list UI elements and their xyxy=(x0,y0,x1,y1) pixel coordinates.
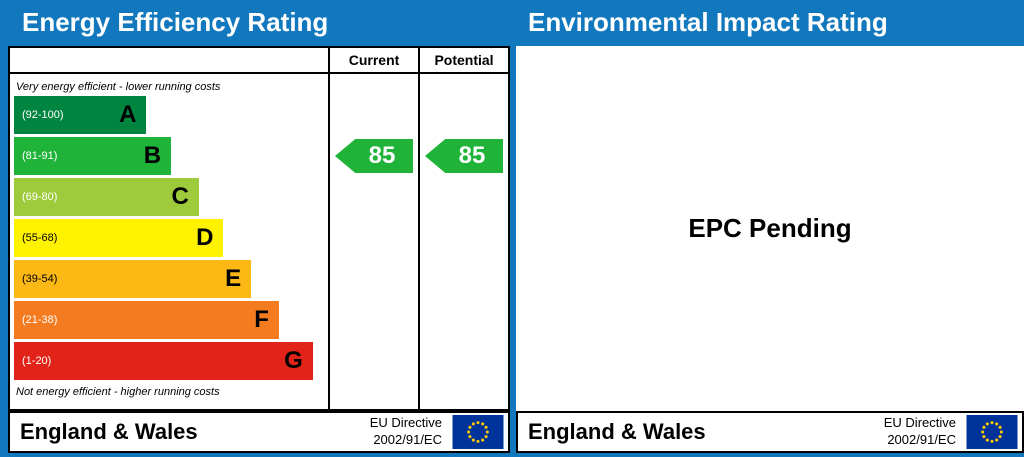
right-footer: England & Wales EU Directive 2002/91/EC xyxy=(516,411,1024,453)
band-letter-e: E xyxy=(225,265,242,292)
eu-flag-icon xyxy=(452,415,504,449)
potential-column: Potential 85 xyxy=(418,48,508,409)
potential-rating-arrow: 85 xyxy=(425,139,503,173)
band-range-d: (55-68) xyxy=(22,232,58,244)
current-column-header: Current xyxy=(330,48,418,74)
band-range-c: (69-80) xyxy=(22,191,58,203)
left-region-label: England & Wales xyxy=(20,419,198,444)
band-row-d: (55-68) D xyxy=(14,219,224,257)
band-letter-f: F xyxy=(254,306,269,333)
current-column: Current 85 xyxy=(328,48,418,409)
bands-column: Very energy efficient - lower running co… xyxy=(10,48,328,409)
bands-column-header xyxy=(10,48,328,74)
band-range-b: (81-91) xyxy=(22,150,58,162)
band-row-g: (1-20) G xyxy=(14,342,313,380)
band-letter-d: D xyxy=(196,224,214,251)
eu-flag-icon xyxy=(966,415,1018,449)
energy-efficiency-chart: Very energy efficient - lower running co… xyxy=(8,46,510,411)
bands-area: Very energy efficient - lower running co… xyxy=(10,74,328,409)
band-row-f: (21-38) F xyxy=(14,301,279,339)
band-row-c: (69-80) C xyxy=(14,178,199,216)
band-letter-c: C xyxy=(171,183,189,210)
top-note: Very energy efficient - lower running co… xyxy=(16,81,221,93)
band-range-f: (21-38) xyxy=(22,314,58,326)
band-range-e: (39-54) xyxy=(22,273,58,285)
band-row-a: (92-100) A xyxy=(14,96,147,134)
right-region-label: England & Wales xyxy=(528,419,706,444)
band-letter-b: B xyxy=(143,142,162,169)
epc-pending-text: EPC Pending xyxy=(688,213,852,243)
band-range-a: (92-100) xyxy=(22,109,64,121)
potential-column-header: Potential xyxy=(420,48,508,74)
bottom-note: Not energy efficient - higher running co… xyxy=(16,386,220,398)
band-row-b: (81-91) B xyxy=(14,137,172,175)
energy-efficiency-title: Energy Efficiency Rating xyxy=(22,7,329,37)
band-letter-a: A xyxy=(119,101,137,128)
environmental-impact-title: Environmental Impact Rating xyxy=(528,7,888,37)
band-letter-g: G xyxy=(284,347,303,374)
band-range-g: (1-20) xyxy=(22,355,52,367)
current-rating-arrow: 85 xyxy=(335,139,413,173)
environmental-impact-panel: EPC Pending xyxy=(516,46,1024,411)
band-row-e: (39-54) E xyxy=(14,260,252,298)
left-eu-directive-text: EU Directive 2002/91/EC xyxy=(369,415,442,447)
left-footer: England & Wales EU Directive 2002/91/EC xyxy=(8,411,510,453)
right-eu-directive-text: EU Directive 2002/91/EC xyxy=(883,415,956,447)
